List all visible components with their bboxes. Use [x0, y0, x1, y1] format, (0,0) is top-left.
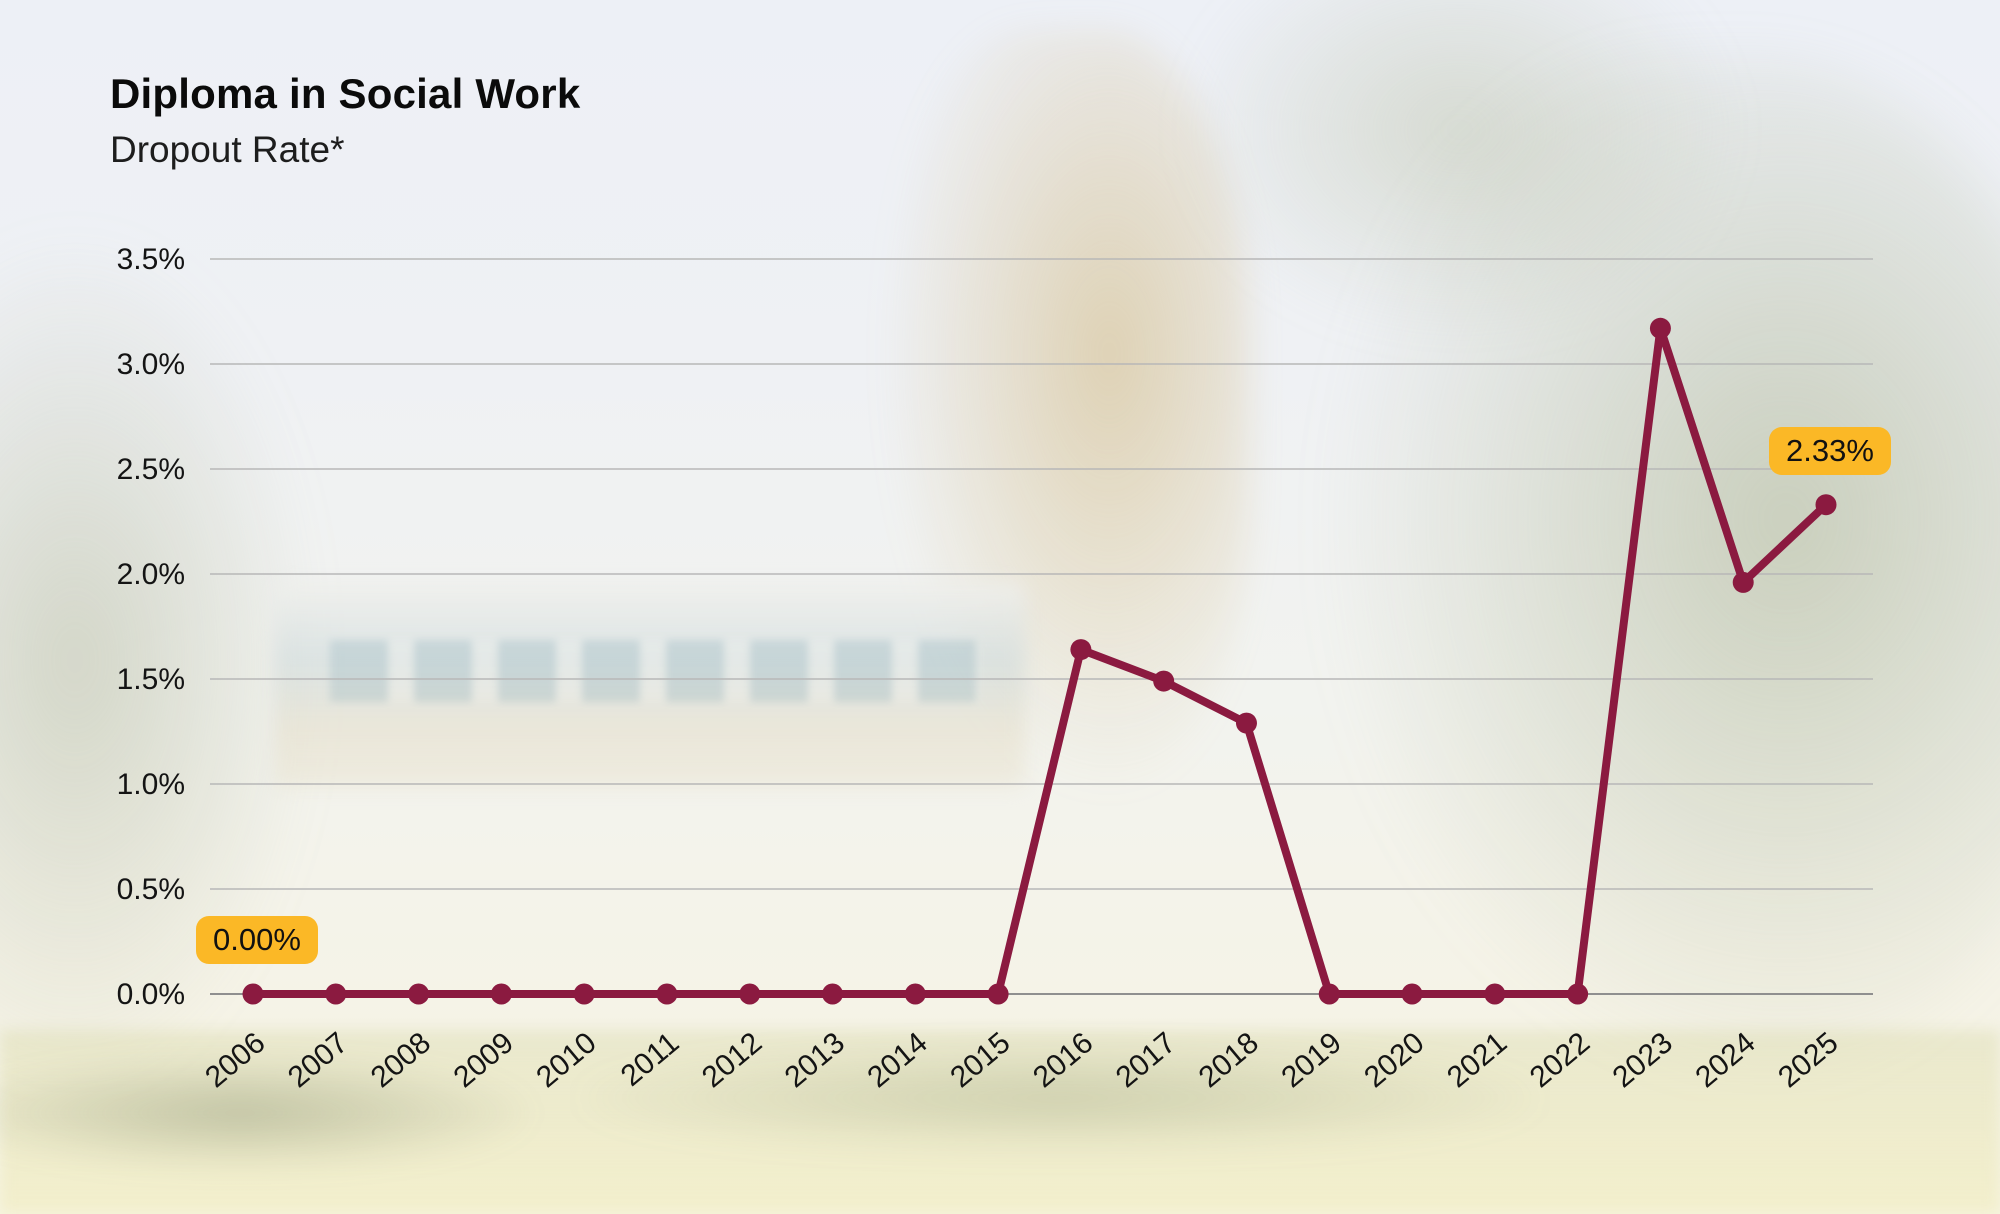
data-point-2011 [656, 983, 678, 1005]
data-point-2021 [1484, 983, 1506, 1005]
data-point-2024 [1732, 571, 1754, 593]
data-point-2022 [1567, 983, 1589, 1005]
y-axis-label-0.5%: 0.5% [117, 873, 185, 906]
data-label-2006: 0.00% [196, 916, 318, 965]
y-axis-label-1.0%: 1.0% [117, 768, 185, 801]
data-point-2009 [490, 983, 512, 1005]
y-axis-label-3.0%: 3.0% [117, 348, 185, 381]
data-point-2008 [408, 983, 430, 1005]
x-axis-label-2021: 2021 [1441, 1026, 1513, 1094]
x-axis-label-2016: 2016 [1027, 1026, 1099, 1094]
data-point-2020 [1401, 983, 1423, 1005]
x-axis-label-2024: 2024 [1689, 1026, 1761, 1094]
x-axis-label-2015: 2015 [944, 1026, 1016, 1094]
x-axis-label-2018: 2018 [1193, 1026, 1265, 1094]
chart-title: Diploma in Social Work [110, 70, 581, 117]
y-axis-label-2.5%: 2.5% [117, 453, 185, 486]
x-axis-label-2025: 2025 [1772, 1026, 1844, 1094]
x-axis-label-2014: 2014 [861, 1026, 933, 1094]
x-axis-label-2011: 2011 [615, 1026, 686, 1093]
y-axis-label-0.0%: 0.0% [117, 978, 185, 1011]
y-axis-label-1.5%: 1.5% [117, 663, 185, 696]
data-point-2013 [822, 983, 844, 1005]
data-point-2010 [573, 983, 595, 1005]
x-axis-label-2010: 2010 [530, 1026, 602, 1094]
x-axis-label-2008: 2008 [365, 1026, 437, 1094]
data-point-2023 [1649, 317, 1671, 339]
x-axis-label-2023: 2023 [1607, 1026, 1679, 1094]
y-axis-label-3.5%: 3.5% [117, 243, 185, 276]
data-label-2025: 2.33% [1769, 426, 1891, 475]
data-point-2014 [904, 983, 926, 1005]
x-axis-label-2012: 2012 [696, 1026, 768, 1094]
x-axis-label-2013: 2013 [779, 1026, 851, 1094]
data-point-2019 [1318, 983, 1340, 1005]
dropout-rate-line [249, 324, 1830, 998]
data-point-2025 [1815, 494, 1837, 516]
data-point-2017 [1153, 670, 1175, 692]
x-axis-label-2009: 2009 [448, 1026, 520, 1094]
x-axis-label-2019: 2019 [1275, 1026, 1347, 1094]
x-axis-label-2022: 2022 [1524, 1026, 1596, 1094]
chart-header: Diploma in Social Work Dropout Rate* [110, 70, 580, 171]
x-axis-label-2020: 2020 [1358, 1026, 1430, 1094]
y-axis-label-2.0%: 2.0% [117, 558, 185, 591]
data-point-2015 [987, 983, 1009, 1005]
data-point-2016 [1070, 639, 1092, 661]
x-axis-label-2007: 2007 [282, 1026, 354, 1094]
chart-subtitle: Dropout Rate* [110, 129, 345, 170]
data-point-2018 [1235, 712, 1257, 734]
x-axis-label-2017: 2017 [1110, 1026, 1182, 1094]
data-point-2012 [739, 983, 761, 1005]
data-point-2007 [325, 983, 347, 1005]
x-axis-label-2006: 2006 [199, 1026, 271, 1094]
data-point-2006 [242, 983, 264, 1005]
